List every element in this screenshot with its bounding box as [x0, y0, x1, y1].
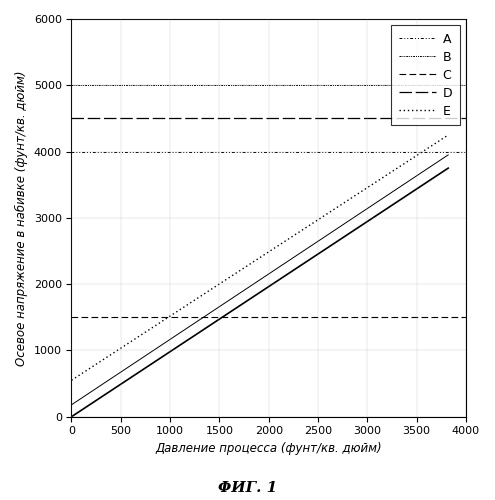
Y-axis label: Осевое напряжение в набивке (фунт/кв. дюйм): Осевое напряжение в набивке (фунт/кв. дю…: [15, 70, 28, 366]
Legend: A, B, C, D, E: A, B, C, D, E: [392, 25, 460, 125]
Text: ΦИГ. 1: ΦИГ. 1: [218, 481, 277, 495]
X-axis label: Давление процесса (фунт/кв. дюйм): Давление процесса (фунт/кв. дюйм): [155, 442, 382, 455]
